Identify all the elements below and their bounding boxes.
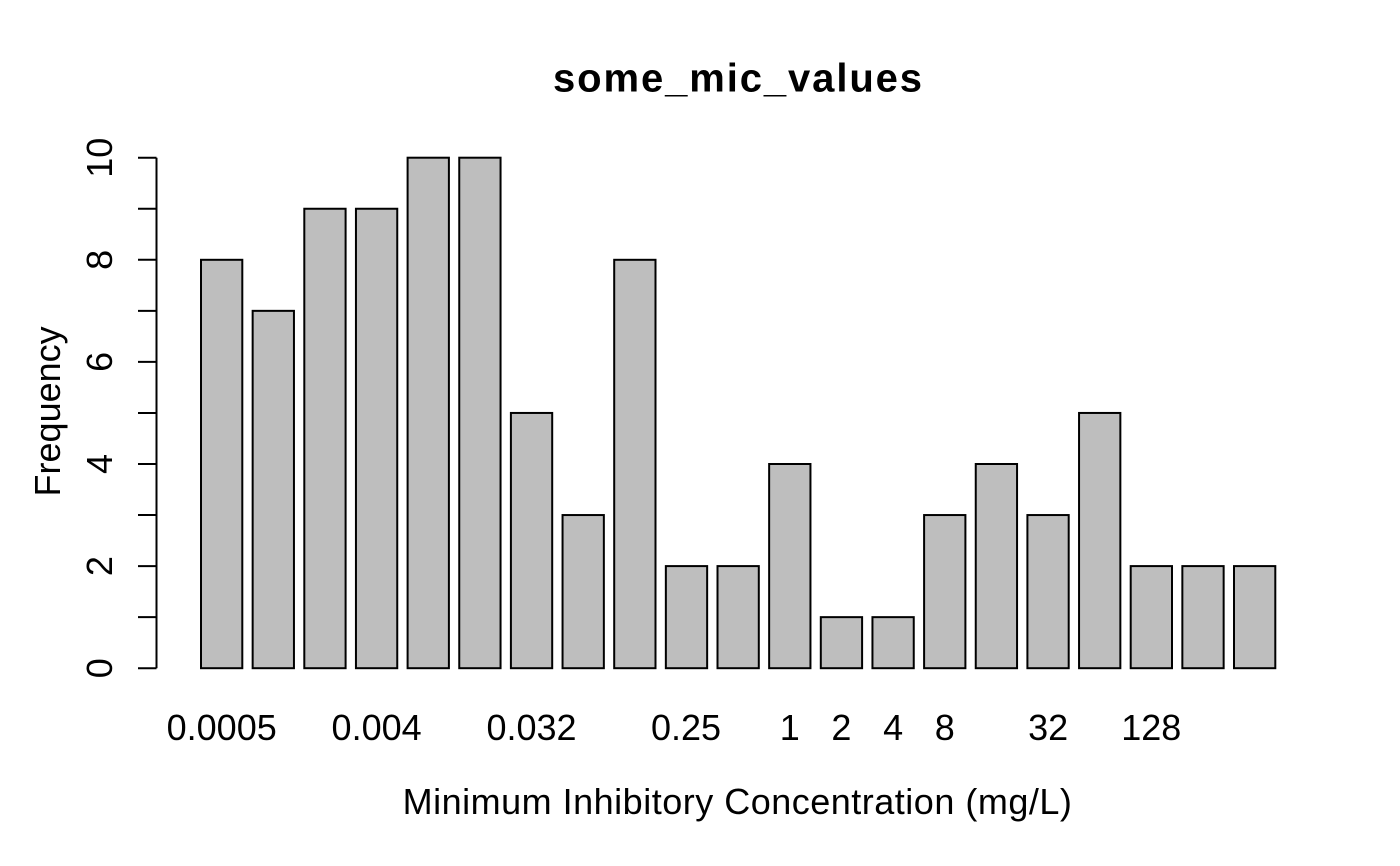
svg-text:some_mic_values: some_mic_values — [553, 56, 924, 100]
svg-text:6: 6 — [79, 352, 120, 372]
svg-text:0.032: 0.032 — [486, 707, 576, 748]
svg-text:8: 8 — [79, 250, 120, 270]
svg-text:0.0005: 0.0005 — [167, 707, 277, 748]
svg-text:128: 128 — [1121, 707, 1181, 748]
svg-text:2: 2 — [831, 707, 851, 748]
svg-text:10: 10 — [79, 138, 120, 178]
svg-text:0.004: 0.004 — [332, 707, 422, 748]
svg-text:0.25: 0.25 — [651, 707, 721, 748]
svg-text:0: 0 — [79, 658, 120, 678]
svg-text:2: 2 — [79, 556, 120, 576]
svg-text:32: 32 — [1028, 707, 1068, 748]
svg-text:4: 4 — [883, 707, 903, 748]
svg-text:8: 8 — [935, 707, 955, 748]
svg-text:1: 1 — [780, 707, 800, 748]
svg-text:Frequency: Frequency — [27, 326, 68, 496]
svg-text:Minimum Inhibitory Concentrati: Minimum Inhibitory Concentration (mg/L) — [403, 781, 1073, 822]
svg-text:4: 4 — [79, 454, 120, 474]
